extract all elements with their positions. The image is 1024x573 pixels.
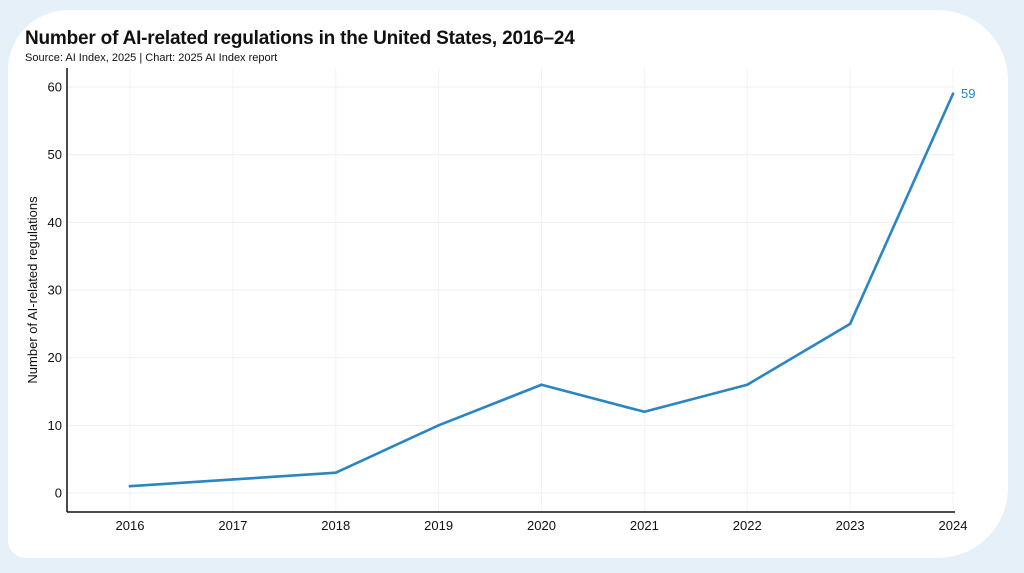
chart-title: Number of AI-related regulations in the … bbox=[25, 28, 575, 49]
data-point bbox=[128, 484, 132, 488]
x-tick-label: 2023 bbox=[836, 518, 865, 533]
y-tick-label: 50 bbox=[48, 147, 62, 162]
data-point bbox=[745, 383, 749, 387]
x-tick-label: 2021 bbox=[630, 518, 659, 533]
x-tick-label: 2024 bbox=[939, 518, 968, 533]
x-tick-label: 2020 bbox=[527, 518, 556, 533]
x-tick-label: 2022 bbox=[733, 518, 762, 533]
chart-subtitle: Source: AI Index, 2025 | Chart: 2025 AI … bbox=[25, 52, 278, 64]
y-tick-label: 40 bbox=[48, 215, 62, 230]
series-group: 59 bbox=[128, 86, 975, 488]
y-tick-label: 20 bbox=[48, 350, 62, 365]
x-tick-label: 2017 bbox=[218, 518, 247, 533]
y-tick-label: 60 bbox=[48, 80, 62, 95]
data-point bbox=[643, 410, 646, 414]
data-point bbox=[848, 322, 852, 326]
axes bbox=[66, 68, 955, 513]
x-tick-label: 2018 bbox=[321, 518, 350, 533]
chart-card bbox=[8, 10, 1008, 558]
y-tick-labels: 0 10 20 30 40 50 60 bbox=[48, 80, 62, 501]
y-axis-title: Number of AI-related regulations bbox=[25, 196, 40, 384]
y-tick-label: 30 bbox=[48, 283, 62, 298]
data-point bbox=[231, 478, 235, 481]
data-point bbox=[334, 471, 338, 475]
x-tick-labels: 2016 2017 2018 2019 2020 2021 2022 2023 2024 bbox=[116, 518, 968, 533]
x-tick-label: 2019 bbox=[424, 518, 453, 533]
data-point bbox=[540, 383, 543, 387]
data-point bbox=[437, 424, 440, 427]
x-tick-label: 2016 bbox=[116, 518, 145, 533]
y-tick-label: 10 bbox=[48, 418, 62, 433]
end-value-label: 59 bbox=[961, 86, 975, 101]
gridlines bbox=[67, 68, 955, 512]
data-point bbox=[951, 92, 955, 96]
y-tick-label: 0 bbox=[55, 486, 62, 501]
